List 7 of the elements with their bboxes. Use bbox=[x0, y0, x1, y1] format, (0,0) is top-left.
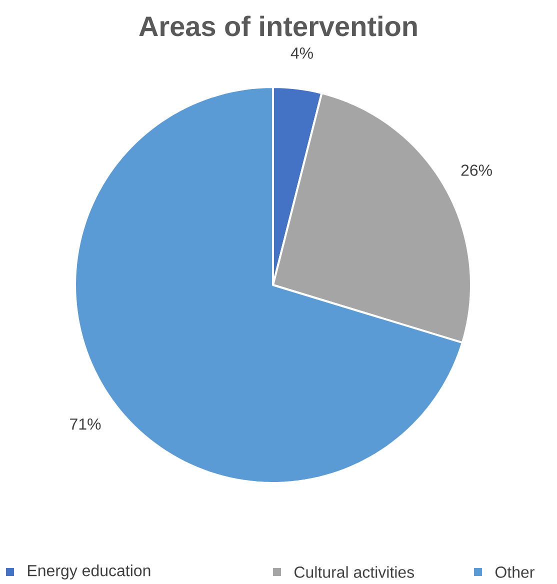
data-label: 71% bbox=[70, 418, 101, 430]
legend-label: Other bbox=[495, 566, 534, 578]
legend-label: Energy education bbox=[28, 564, 150, 580]
chart-title: Areas of intervention bbox=[139, 16, 417, 36]
data-label: 4% bbox=[290, 48, 313, 59]
data-label: 26% bbox=[461, 164, 492, 176]
legend-label: Cultural activities bbox=[294, 566, 414, 578]
